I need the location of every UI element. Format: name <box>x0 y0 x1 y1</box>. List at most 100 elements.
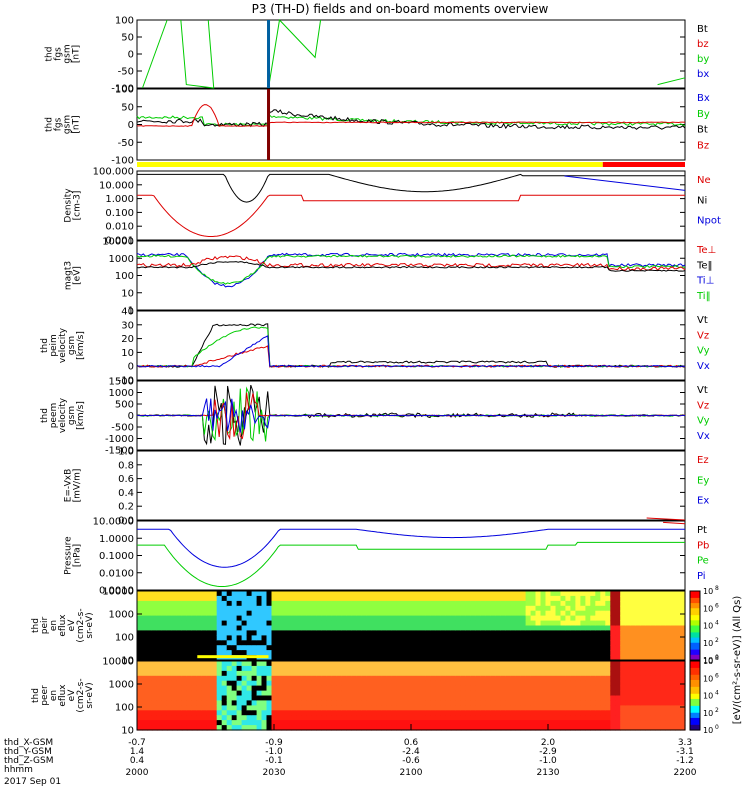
spectrogram-cell <box>455 700 462 706</box>
spectrogram-cell <box>575 725 581 731</box>
spectrogram-cell <box>445 725 452 731</box>
spectrogram-cell <box>425 640 432 646</box>
spectrogram-cell <box>520 665 527 672</box>
spectrogram-cell <box>137 605 143 612</box>
spectrogram-cell <box>525 725 532 731</box>
spectrogram-cell <box>366 725 372 731</box>
colorbar-cell <box>690 676 700 679</box>
spectrogram-cell <box>371 625 377 631</box>
spectrogram-cell <box>630 645 636 651</box>
spectrogram-cell <box>615 655 621 661</box>
spectrogram-cell <box>216 710 223 716</box>
spectrogram-cell <box>665 620 671 627</box>
spectrogram-cell <box>266 640 273 646</box>
spectrogram-cell <box>311 595 317 602</box>
spectrogram-cell <box>351 685 357 692</box>
spectrogram-cell <box>605 710 611 716</box>
spectrogram-cell <box>271 600 278 607</box>
spectrogram-cell <box>376 645 382 651</box>
spectrogram-cell <box>650 680 656 687</box>
spectrogram-cell <box>495 640 502 646</box>
spectrogram-cell <box>565 715 571 721</box>
spectrogram-cell <box>201 665 208 672</box>
spectrogram-cell <box>600 655 606 661</box>
spectrogram-cell <box>500 605 507 612</box>
spectrogram-cell <box>565 675 571 682</box>
spectrogram-cell <box>181 650 188 656</box>
y-tick-label: 0 <box>128 120 134 131</box>
spectrogram-cell <box>211 610 218 617</box>
spectrogram-cell <box>510 705 517 711</box>
spectrogram-cell <box>371 720 377 726</box>
spectrogram-cell <box>406 625 412 631</box>
y-axis-label: E=-VxB [mV/m] <box>64 469 83 503</box>
y-tick-label: 1 <box>128 306 134 317</box>
spectrogram-cell <box>271 605 278 612</box>
spectrogram-cell <box>311 680 317 687</box>
spectrogram-cell <box>445 690 452 697</box>
y-axis-label-line: (cm2-s- <box>76 678 86 712</box>
spectrogram-cell <box>336 625 342 631</box>
spectrogram-cell <box>610 670 616 677</box>
colorbar-tick: 10 <box>703 692 713 701</box>
spectrogram-cell <box>450 625 457 631</box>
spectrogram-cell <box>545 620 552 627</box>
spectrogram-cell <box>306 700 312 706</box>
spectrogram-cell <box>251 705 258 711</box>
spectrogram-cell <box>505 605 512 612</box>
spectrogram-cell <box>470 685 477 692</box>
spectrogram-cell <box>610 665 616 672</box>
spectrogram-cell <box>425 710 432 716</box>
spectrogram-cell <box>535 610 542 617</box>
spectrogram-cell <box>321 655 327 661</box>
spectrogram-cell <box>361 640 367 646</box>
spectrogram-cell <box>540 690 547 697</box>
spectrogram-cell <box>366 705 372 711</box>
spectrogram-cell <box>560 700 567 706</box>
spectrogram-cell <box>665 720 671 726</box>
spectrogram-cell <box>356 591 362 597</box>
spectrogram-cell <box>166 700 173 706</box>
spectrogram-cell <box>560 615 567 622</box>
spectrogram-cell <box>371 620 377 627</box>
spectrogram-cell <box>480 690 487 697</box>
spectrogram-cell <box>281 705 288 711</box>
spectrogram-cell <box>401 635 407 641</box>
spectrogram-cell <box>341 710 347 716</box>
spectrogram-cell <box>585 620 591 627</box>
ti-par-line <box>136 254 686 285</box>
spectrogram-cell <box>515 725 522 731</box>
spectrogram-cell <box>675 640 681 646</box>
spectrogram-cell <box>401 700 407 706</box>
spectrogram-cell <box>356 675 362 682</box>
spectrogram-cell <box>411 680 417 687</box>
spectrogram-cell <box>460 595 467 602</box>
spectrogram-cell <box>186 665 193 672</box>
spectrogram-cell <box>660 700 666 706</box>
spectrogram-cell <box>391 625 397 631</box>
spectrogram-cell <box>296 605 302 612</box>
spectrogram-cell <box>181 640 188 646</box>
spectrogram-cell <box>421 661 427 667</box>
y-tick-label: 0.0 <box>118 516 134 527</box>
spectrogram-cell <box>341 685 347 692</box>
spectrogram-cell <box>236 640 243 646</box>
spectrogram-cell <box>500 630 507 636</box>
spectrogram-cell <box>620 655 626 661</box>
colorbar-exponent: 0 <box>715 724 719 731</box>
spectrogram-cell <box>555 635 562 641</box>
spectrogram-cell <box>625 645 631 651</box>
spectrogram-cell <box>625 605 631 612</box>
spectrogram-cell <box>376 685 382 692</box>
spectrogram-cell <box>191 700 198 706</box>
spectrogram-cell <box>306 610 312 617</box>
spectrogram-cell <box>166 591 173 597</box>
spectrogram-cell <box>246 670 253 677</box>
spectrogram-cell <box>381 715 387 721</box>
spectrogram-cell <box>495 645 502 651</box>
spectrogram-cell <box>485 715 492 721</box>
spectrogram-cell <box>281 715 288 721</box>
spectrogram-cell <box>480 680 487 687</box>
spectrogram-cell <box>600 591 606 597</box>
colorbar-cell <box>690 623 700 627</box>
